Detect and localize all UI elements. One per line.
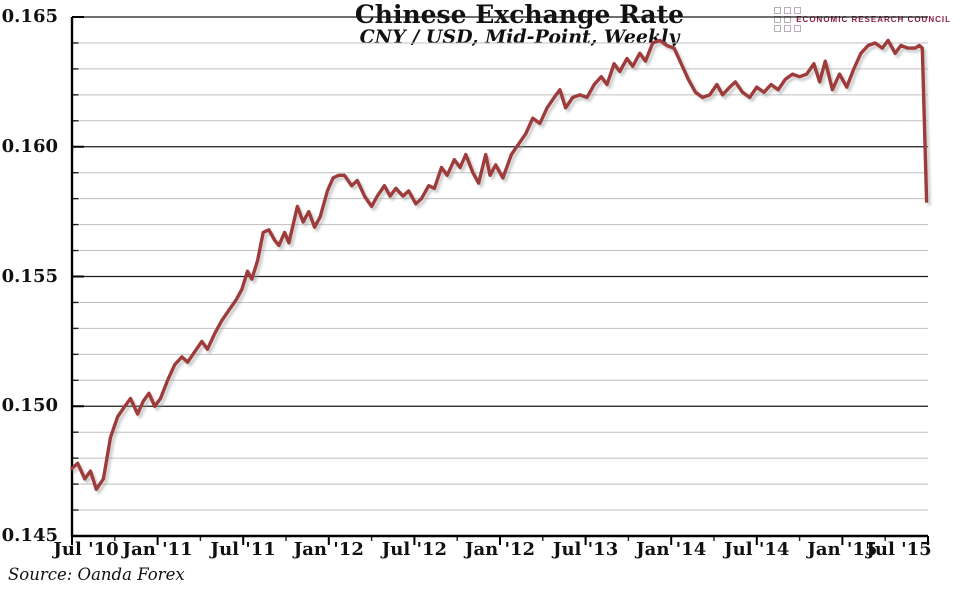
logo-square-icon [784,7,792,14]
y-axis-label: 0.160 [1,135,58,157]
y-axis-label: 0.165 [1,6,58,27]
series-line-shadow [72,41,931,494]
x-axis-label: Jan '15 [807,539,878,560]
x-axis-label: Jan '12 [464,539,536,560]
logo-squares-row [774,24,951,33]
x-axis-label: Jul '13 [552,539,619,560]
x-axis-label: Jan '11 [122,539,193,560]
logo-square-icon [774,7,782,14]
x-axis-label: Jul '11 [210,539,276,560]
y-axis-label: 0.155 [1,265,58,287]
y-axis-label: 0.145 [1,525,58,546]
series-line-cny-usd [70,38,929,491]
logo-square-icon [774,25,782,32]
logo-square-icon [794,25,802,32]
x-axis-label: Jan '14 [636,539,707,560]
logo-square-icon [784,25,792,32]
logo-squares-row [774,6,951,15]
logo-square-icon [794,7,802,14]
logo-text: ECONOMIC RESEARCH COUNCIL [796,15,951,24]
source-note: Source: Oanda Forex [8,565,185,584]
chart-title: Chinese Exchange Rate [354,0,685,29]
x-axis-label: Jul '10 [53,539,119,560]
x-axis-label: Jul '15 [866,539,932,560]
x-axis-label: Jul '12 [381,539,448,560]
x-axis-label: Jan '12 [293,539,364,560]
y-axis-label: 0.150 [1,395,58,417]
x-axis-label: Jul '14 [724,539,790,560]
